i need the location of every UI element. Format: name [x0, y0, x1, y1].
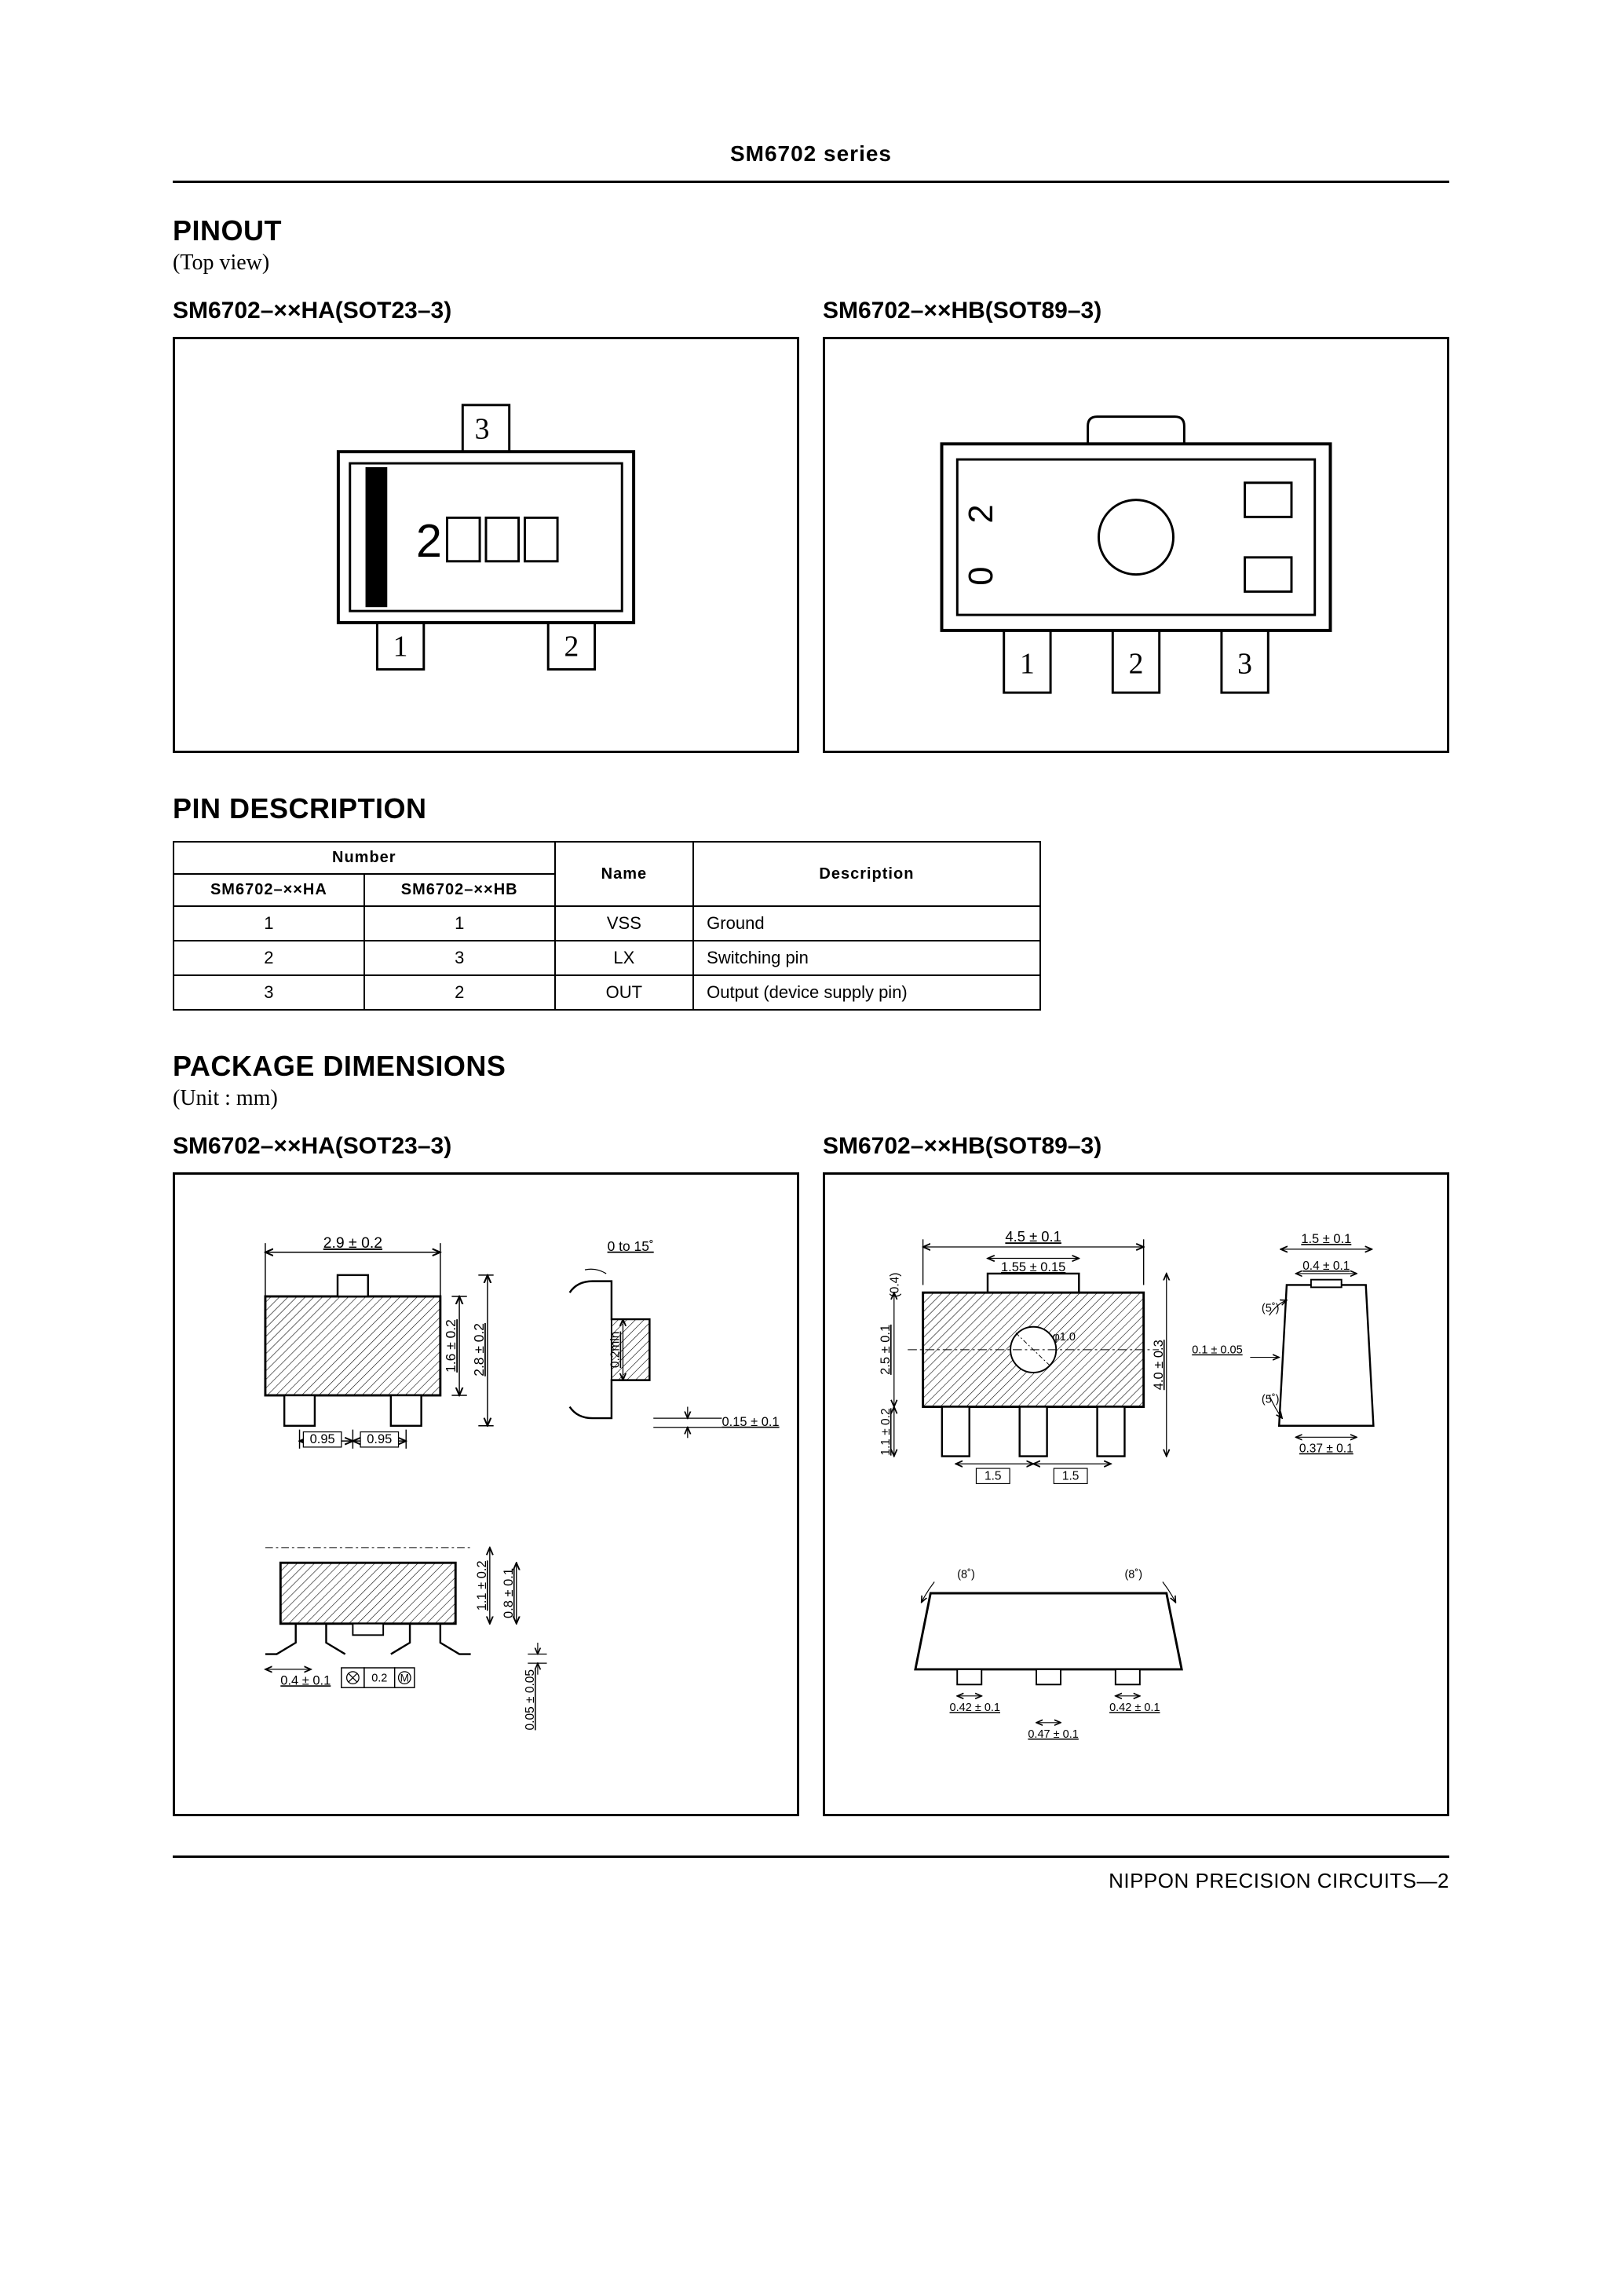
cell: 2 [364, 975, 555, 1010]
dim-angle: 0 to 15˚ [608, 1238, 654, 1254]
dim-sf: 0.37 ± 0.1 [1299, 1442, 1353, 1456]
sot23-pinout-svg: 2 3 1 2 [175, 339, 797, 751]
dim-b2: 0.8 ± 0.1 [502, 1568, 516, 1618]
cell: Ground [693, 906, 1040, 941]
cell: 2 [174, 941, 364, 975]
dim-tabw: 1.55 ± 0.15 [1001, 1260, 1065, 1274]
dim-hb-w: 4.5 ± 0.1 [1005, 1228, 1061, 1245]
pkg-row: SM6702–××HA(SOT23–3) [173, 1133, 1449, 1816]
pindesc-heading: PIN DESCRIPTION [173, 792, 1449, 825]
dim-ff1: 0.42 ± 0.1 [950, 1702, 1000, 1714]
pinout-right-box: 2 0 1 2 3 [823, 337, 1449, 753]
pinout-left-title: SM6702–××HA(SOT23–3) [173, 298, 799, 324]
dim-pad: 0.2 [371, 1672, 387, 1684]
rule-bottom [173, 1855, 1449, 1858]
pin-table: Number Name Description SM6702–××HA SM67… [173, 841, 1041, 1011]
dim-sw: 1.5 ± 0.1 [1301, 1232, 1351, 1246]
pinout-left-box: 2 3 1 2 [173, 337, 799, 753]
pinr3: 3 [1237, 647, 1252, 680]
page: SM6702 series PINOUT (Top view) SM6702–×… [0, 0, 1622, 2296]
dim-p2: 0.95 [367, 1432, 392, 1446]
marking-2: 2 [416, 514, 442, 567]
sot89-pinout-svg: 2 0 1 2 3 [825, 339, 1447, 751]
dim-sl: 0.1 ± 0.05 [1192, 1344, 1242, 1357]
th-name: Name [555, 842, 694, 906]
dim-ffm: 0.47 ± 0.1 [1028, 1728, 1078, 1741]
table-row: 3 2 OUT Output (device supply pin) [174, 975, 1040, 1010]
pinr2: 2 [1129, 647, 1144, 680]
dim-sa2: (5˚) [1262, 1394, 1280, 1406]
dim-thk: 0.05 ± 0.05 [524, 1669, 537, 1730]
dim-ht: 4.0 ± 0.3 [1152, 1340, 1166, 1390]
dim-h2: 2.8 ± 0.2 [471, 1323, 487, 1377]
cell: Switching pin [693, 941, 1040, 975]
cell: 1 [174, 906, 364, 941]
dim-p1: 0.95 [310, 1432, 335, 1446]
pkg-right-box: 4.5 ± 0.1 1.55 ± 0.15 φ1.0 [823, 1172, 1449, 1816]
th-hb: SM6702–××HB [364, 874, 555, 906]
sot89-dim-svg: 4.5 ± 0.1 1.55 ± 0.15 φ1.0 [839, 1189, 1433, 1800]
svg-text:M: M [400, 1672, 409, 1684]
rule-top [173, 181, 1449, 183]
dim-dia: φ1.0 [1052, 1331, 1076, 1344]
dim-pitch1: 1.5 [985, 1470, 1002, 1483]
pkg-unit: (Unit : mm) [173, 1086, 1449, 1111]
pinout-row: SM6702–××HA(SOT23–3) 2 3 [173, 298, 1449, 753]
dim-fa1: (8˚) [957, 1569, 975, 1581]
mark2: 2 [963, 504, 1000, 523]
dim-bh: 2.5 ± 0.1 [879, 1325, 893, 1375]
cell: 1 [364, 906, 555, 941]
pkg-left-col: SM6702–××HA(SOT23–3) [173, 1133, 799, 1816]
dim-leadt: 0.15 ± 0.1 [721, 1415, 779, 1429]
pkg-left-box: 2.9 ± 0.2 1.6 ± 0.2 [173, 1172, 799, 1816]
pkg-left-title: SM6702–××HA(SOT23–3) [173, 1133, 799, 1160]
table-row: 1 1 VSS Ground [174, 906, 1040, 941]
dim-foot: 0.4 ± 0.1 [280, 1673, 331, 1687]
cell: LX [555, 941, 694, 975]
pinout-caption: (Top view) [173, 250, 1449, 276]
pin1-label: 1 [393, 631, 408, 664]
pinout-right-title: SM6702–××HB(SOT89–3) [823, 298, 1449, 324]
header-series: SM6702 series [173, 141, 1449, 166]
th-desc: Description [693, 842, 1040, 906]
cell: 3 [364, 941, 555, 975]
pkg-right-col: SM6702–××HB(SOT89–3) [823, 1133, 1449, 1816]
cell: 3 [174, 975, 364, 1010]
th-number: Number [174, 842, 555, 874]
pin2-label: 2 [564, 631, 579, 664]
pinout-right-col: SM6702–××HB(SOT89–3) 2 0 [823, 298, 1449, 753]
dim-tabh: (0.4) [889, 1273, 902, 1298]
dim-w: 2.9 ± 0.2 [323, 1234, 382, 1252]
cell: Output (device supply pin) [693, 975, 1040, 1010]
table-row: 2 3 LX Switching pin [174, 941, 1040, 975]
footer-text: NIPPON PRECISION CIRCUITS—2 [173, 1869, 1449, 1893]
dim-pitch2: 1.5 [1062, 1470, 1080, 1483]
cell: OUT [555, 975, 694, 1010]
dim-st: 0.4 ± 0.1 [1302, 1260, 1350, 1273]
dim-lp: 1.1 ± 0.2 [879, 1408, 893, 1455]
pinout-left-col: SM6702–××HA(SOT23–3) 2 3 [173, 298, 799, 753]
dim-leadh: 0.2min [609, 1332, 623, 1369]
pinout-heading: PINOUT [173, 214, 1449, 247]
pin3-label: 3 [475, 412, 490, 445]
dim-ff2: 0.42 ± 0.1 [1109, 1702, 1160, 1714]
pinr1: 1 [1020, 647, 1035, 680]
pkg-right-title: SM6702–××HB(SOT89–3) [823, 1133, 1449, 1160]
sot23-dim-svg: 2.9 ± 0.2 1.6 ± 0.2 [189, 1189, 783, 1800]
dim-b1: 1.1 ± 0.2 [475, 1560, 489, 1610]
pkg-heading: PACKAGE DIMENSIONS [173, 1050, 1449, 1083]
dim-h1: 1.6 ± 0.2 [443, 1319, 458, 1373]
cell: VSS [555, 906, 694, 941]
dim-fa2: (8˚) [1124, 1569, 1142, 1581]
mark0: 0 [963, 566, 1000, 585]
th-ha: SM6702–××HA [174, 874, 364, 906]
